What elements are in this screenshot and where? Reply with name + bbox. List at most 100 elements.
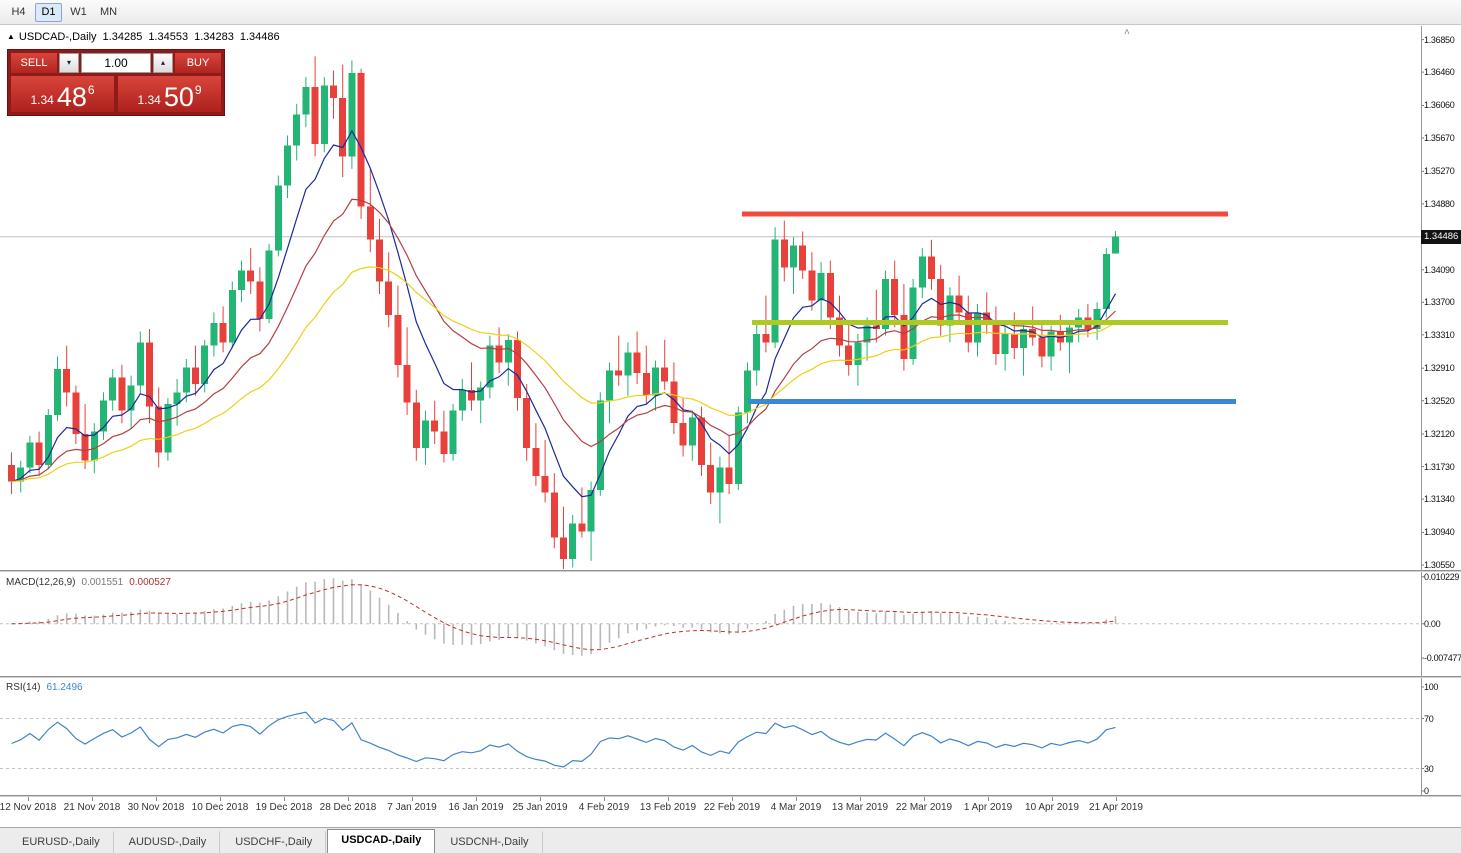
candle-body <box>320 85 328 144</box>
candle-body <box>578 523 586 532</box>
macd-label: MACD(12,26,9) <box>6 577 76 588</box>
candle-body <box>118 377 126 411</box>
candle-body <box>26 442 34 468</box>
buy-price-button[interactable]: 1.34 50 9 <box>118 76 221 112</box>
buy-button[interactable]: BUY <box>175 53 221 73</box>
candle-body <box>744 370 751 413</box>
candle-body <box>422 420 429 449</box>
rsi-indicator-header: RSI(14) 61.2496 <box>6 682 83 693</box>
ohlc-low: 1.34283 <box>194 31 234 43</box>
moving-average-8 <box>11 129 1117 498</box>
candle-body <box>624 352 632 376</box>
candle-body <box>523 398 531 449</box>
candle-body <box>698 417 705 465</box>
mid-trendline[interactable] <box>752 319 1228 325</box>
candle-body <box>541 475 549 493</box>
candle-body <box>44 414 52 465</box>
chart-tab-usdcnh[interactable]: USDCNH-,Daily <box>436 831 543 853</box>
rsi-label: RSI(14) <box>6 682 41 693</box>
volume-spin-up-button[interactable]: ▴ <box>153 53 173 73</box>
candle-body <box>808 270 816 301</box>
candle-body <box>817 273 825 301</box>
panel-splitter-rsi[interactable] <box>0 676 1461 678</box>
candle-body <box>495 345 503 363</box>
candle-body <box>63 369 71 393</box>
candle-body <box>707 464 715 493</box>
candle-body <box>900 314 908 360</box>
resistance-trendline[interactable] <box>742 211 1228 217</box>
candle-body <box>891 278 899 315</box>
chart-symbol-header: ▲ USDCAD-,Daily 1.34285 1.34553 1.34283 1.344… <box>7 31 280 43</box>
candle-body <box>238 270 245 290</box>
symbol-title: USDCAD-,Daily <box>18 31 97 43</box>
candle-body <box>146 342 153 407</box>
ohlc-open: 1.34285 <box>102 31 143 43</box>
sell-price-prefix: 1.34 <box>30 93 54 107</box>
candle-body <box>799 245 807 271</box>
candle-body <box>974 312 981 343</box>
candle-body <box>918 256 926 288</box>
sell-price-sup: 6 <box>87 83 95 97</box>
moving-average-18 <box>11 198 1116 483</box>
volume-spin-down-button[interactable]: ▾ <box>59 53 79 73</box>
candle-body <box>486 345 494 388</box>
candle-body <box>256 281 264 319</box>
candle-body <box>679 423 687 446</box>
candle-body <box>937 278 945 326</box>
candle-body <box>35 442 43 465</box>
candle-body <box>688 417 696 446</box>
chart-tab-audusd[interactable]: AUDUSD-,Daily <box>115 831 221 853</box>
candle-body <box>330 85 337 98</box>
candle-body <box>790 245 797 268</box>
candle-body <box>8 464 15 482</box>
candle-body <box>366 206 374 240</box>
candle-body <box>155 406 163 453</box>
candle-body <box>247 270 255 282</box>
candle-body <box>440 431 448 455</box>
candle-body <box>753 333 761 371</box>
support-trendline[interactable] <box>748 399 1236 405</box>
candle-body <box>633 352 641 374</box>
candle-body <box>836 317 843 346</box>
candle-body <box>882 278 889 329</box>
sell-price-button[interactable]: 1.34 48 6 <box>11 76 114 112</box>
candle-body <box>946 295 954 326</box>
candle-body <box>284 145 291 186</box>
candle-body <box>90 431 98 461</box>
timeframe-button-w1[interactable]: W1 <box>70 5 87 18</box>
rsi-value: 61.2496 <box>46 682 83 693</box>
candle-body <box>348 72 356 157</box>
candle-body <box>219 323 227 343</box>
macd-indicator-header: MACD(12,26,9) 0.001551 0.000527 <box>6 577 171 588</box>
rsi-line <box>11 711 1116 768</box>
timeframe-button-d1[interactable]: D1 <box>35 2 62 22</box>
candle-body <box>458 389 466 411</box>
candle-body <box>477 387 485 401</box>
macd-main-value: 0.001551 <box>81 577 124 588</box>
candle-body <box>127 385 135 411</box>
sell-price-big: 48 <box>56 82 87 112</box>
candle-body <box>201 345 209 385</box>
panel-splitter-macd[interactable] <box>0 570 1461 572</box>
chart-tab-usdchf[interactable]: USDCHF-,Daily <box>221 831 327 853</box>
candle-body <box>964 312 972 343</box>
candle-body <box>780 239 788 268</box>
candle-body <box>670 381 678 424</box>
candle-body <box>652 367 659 396</box>
sell-button[interactable]: SELL <box>11 53 57 73</box>
volume-input[interactable] <box>81 53 151 73</box>
candle-body <box>403 364 411 403</box>
timeframe-button-mn[interactable]: MN <box>99 5 118 18</box>
candle-body <box>449 410 457 455</box>
chart-tab-usdcad[interactable]: USDCAD-,Daily <box>327 829 436 853</box>
chart-tab-eurusd[interactable]: EURUSD-,Daily <box>8 831 114 853</box>
candle-body <box>293 114 301 146</box>
candle-body <box>863 325 871 343</box>
candle-body <box>569 523 577 560</box>
candle-body <box>173 392 181 405</box>
timeframe-button-h4[interactable]: H4 <box>11 5 26 18</box>
candle-body <box>532 448 540 476</box>
candle-body <box>1093 308 1101 329</box>
